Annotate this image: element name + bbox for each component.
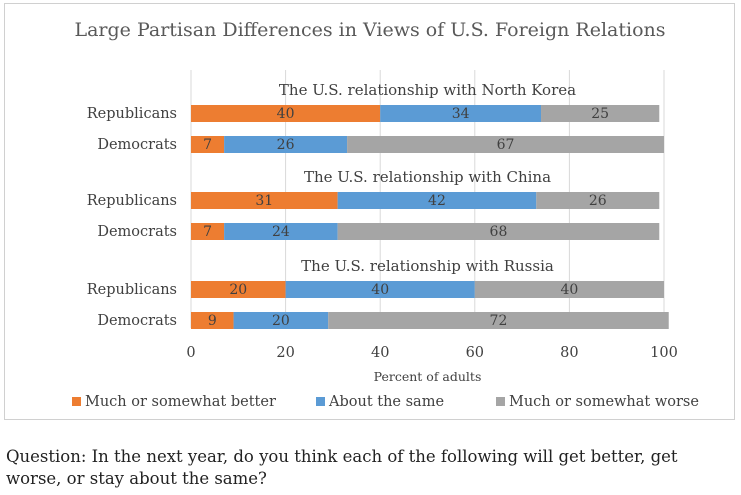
legend-entry: About the same [328,394,444,410]
data-label: 26 [589,193,607,209]
bar-segment [337,192,537,209]
bar-segment [191,192,338,209]
bar-segment [233,312,329,329]
data-label: 40 [371,282,389,298]
bar-segment [541,105,660,122]
data-label: 24 [272,224,290,240]
x-tick-label: 40 [371,345,389,361]
bar-segment [347,136,664,153]
bar-segment [337,223,660,240]
bar-segment [191,312,234,329]
data-label: 25 [591,106,609,122]
bar-segment [191,105,381,122]
data-label: 20 [229,282,247,298]
bar-segment [474,281,664,298]
x-tick-label: 80 [560,345,578,361]
bar-segment [328,312,669,329]
question-text: Question: In the next year, do you think… [6,447,678,488]
legend-swatch [496,397,505,406]
bar-segment [224,136,348,153]
group-title: The U.S. relationship with Russia [301,257,554,275]
bar-segment [191,223,225,240]
bar-segment [191,281,286,298]
legend-swatch [72,397,81,406]
data-label: 26 [277,137,295,153]
legend-entry: Much or somewhat worse [509,394,699,410]
bar-segment [191,136,225,153]
data-label: 7 [203,224,212,240]
group-title: The U.S. relationship with North Korea [279,81,576,99]
data-label: 20 [272,313,290,329]
row-label: Republicans [87,282,177,298]
data-label: 40 [560,282,578,298]
data-label: 68 [490,224,508,240]
data-label: 9 [208,313,217,329]
x-tick-label: 0 [186,345,195,361]
chart-title: Large Partisan Differences in Views of U… [74,19,665,41]
row-label: Republicans [87,193,177,209]
legend-entry: Much or somewhat better [85,394,276,410]
group-title: The U.S. relationship with China [304,168,551,186]
bar-segment [536,192,660,209]
chart-frame: Large Partisan Differences in Views of U… [4,3,735,420]
data-label: 67 [497,137,515,153]
data-label: 40 [277,106,295,122]
data-label: 7 [203,137,212,153]
bar-segment [285,281,475,298]
row-label: Democrats [97,224,177,240]
row-label: Democrats [97,313,177,329]
data-label: 34 [452,106,470,122]
x-axis-label: Percent of adults [374,369,482,384]
data-label: 42 [428,193,446,209]
chart: Large Partisan Differences in Views of U… [72,19,699,410]
bar-segment [380,105,542,122]
row-label: Democrats [97,137,177,153]
x-tick-label: 100 [650,345,678,361]
legend-swatch [316,397,325,406]
x-tick-label: 20 [276,345,294,361]
x-tick-label: 60 [466,345,484,361]
row-label: Republicans [87,106,177,122]
data-label: 72 [490,313,508,329]
bar-segment [224,223,338,240]
data-label: 31 [255,193,273,209]
